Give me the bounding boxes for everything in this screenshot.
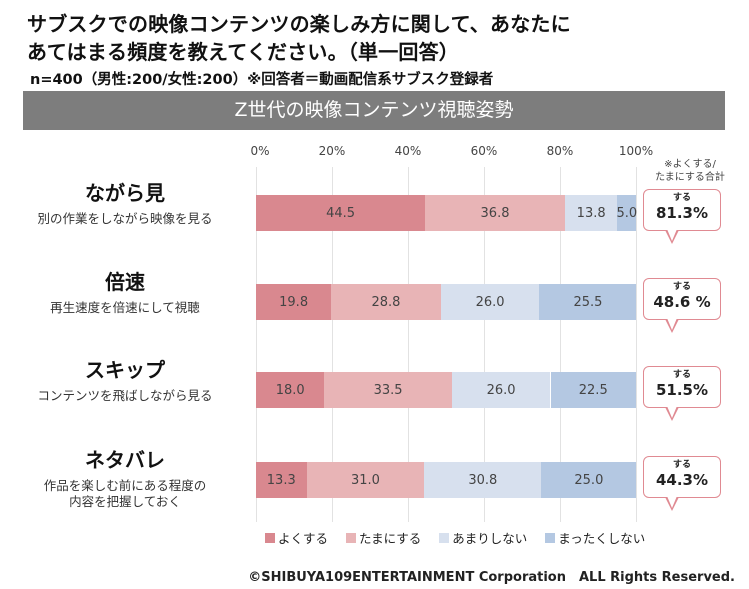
category-title: 倍速 [105,270,145,294]
x-tick-label: 0% [250,144,270,158]
gridline [560,167,561,522]
question-title-line2: あてはまる頻度を教えてください。（単一回答） [27,40,459,64]
legend-swatch [439,532,450,543]
callout-value: 48.6 % [653,293,711,311]
legend: よくする たまにする あまりしない まったくしない [265,528,645,547]
bar-segment: 31.0 [306,462,425,498]
callout-label: する [672,460,691,470]
bar-segment: 26.0 [440,284,540,320]
bar-segment: 26.0 [451,372,551,408]
bar-segment: 44.5 [256,195,426,231]
x-tick-label: 60% [470,144,498,158]
x-tick-label: 40% [394,144,422,158]
callout-label: する [672,282,691,292]
category-title: ながら見 [85,181,165,205]
callout-value: 44.3% [655,471,709,489]
gridline [484,167,485,522]
callout-note: ※よくする/ たまにする合計 [650,158,730,184]
total-callout: する 44.3% [643,456,721,498]
bar-segment: 13.8 [564,195,618,231]
x-tick-label: 80% [546,144,574,158]
category-title: ネタバレ [85,448,165,472]
callout-value: 81.3% [655,204,709,222]
gridline [332,167,333,522]
callout-tail-fill [667,406,677,418]
legend-label: よくする [278,531,329,546]
gridline [636,167,637,522]
bar-segment: 5.0 [617,195,637,231]
callout-label: する [672,370,691,380]
category-description-block: 再生速度を倍速にして視聴 [0,300,250,316]
callout-label: する [672,193,691,203]
category-description-block: 別の作業をしながら映像を見る [0,211,250,227]
gridline [408,167,409,522]
legend-label: あまりしない [452,531,528,546]
bar-segment: 22.5 [550,372,636,408]
total-callout: する 48.6 % [643,278,721,320]
legend-item: よくする [265,528,328,547]
category-description-block: 作品を楽しむ前にある程度の 内容を把握しておく [0,478,250,510]
legend-item: まったくしない [545,528,645,547]
x-tick-label: 20% [318,144,346,158]
category-description: 別の作業をしながら映像を見る [37,211,213,226]
bar-segment: 25.5 [539,284,637,320]
bar-segment: 19.8 [256,284,332,320]
chart-banner: Z世代の映像コンテンツ視聴姿勢 [23,91,725,130]
question-title: サブスクでの映像コンテンツの楽しみ方に関して、あなたに あてはまる頻度を教えてく… [27,10,571,66]
callout-tail-fill [667,229,677,241]
sample-note: n=400（男性:200/女性:200）※回答者＝動画配信系サブスク登録者 [30,72,494,88]
total-callout: する 51.5% [643,366,721,408]
bar-segment: 25.0 [541,462,637,498]
category-description-block: コンテンツを飛ばしながら見る [0,388,250,404]
legend-swatch [265,532,275,543]
question-title-line1: サブスクでの映像コンテンツの楽しみ方に関して、あなたに [27,12,571,36]
bar-segment: 28.8 [331,284,441,320]
legend-label: たまにする [359,531,422,546]
category-description: 内容を把握しておく [69,494,181,509]
callout-note-line1: ※よくする/ [664,159,716,170]
copyright: ©SHIBUYA109ENTERTAINMENT Corporation ALL… [248,570,735,585]
legend-item: たまにする [346,528,421,547]
category-title: スキップ [85,358,165,382]
callout-tail-fill [667,496,677,508]
total-callout: する 81.3% [643,189,721,231]
category-description: 再生速度を倍速にして視聴 [50,300,200,315]
bar-segment: 18.0 [256,372,325,408]
category-description: 作品を楽しむ前にある程度の [43,478,207,493]
bar-segment: 36.8 [425,195,565,231]
gridline [256,167,257,522]
legend-label: まったくしない [558,531,646,546]
bar-segment: 30.8 [424,462,542,498]
bar-segment: 13.3 [256,462,307,498]
callout-value: 51.5% [655,381,709,399]
legend-item: あまりしない [439,528,527,547]
category-description: コンテンツを飛ばしながら見る [37,388,213,403]
callout-note-line2: たまにする合計 [655,172,725,183]
bar-segment: 33.5 [324,372,452,408]
callout-tail-fill [667,318,677,330]
legend-swatch [545,532,556,543]
x-tick-label: 100% [618,144,654,158]
legend-swatch [346,532,357,543]
